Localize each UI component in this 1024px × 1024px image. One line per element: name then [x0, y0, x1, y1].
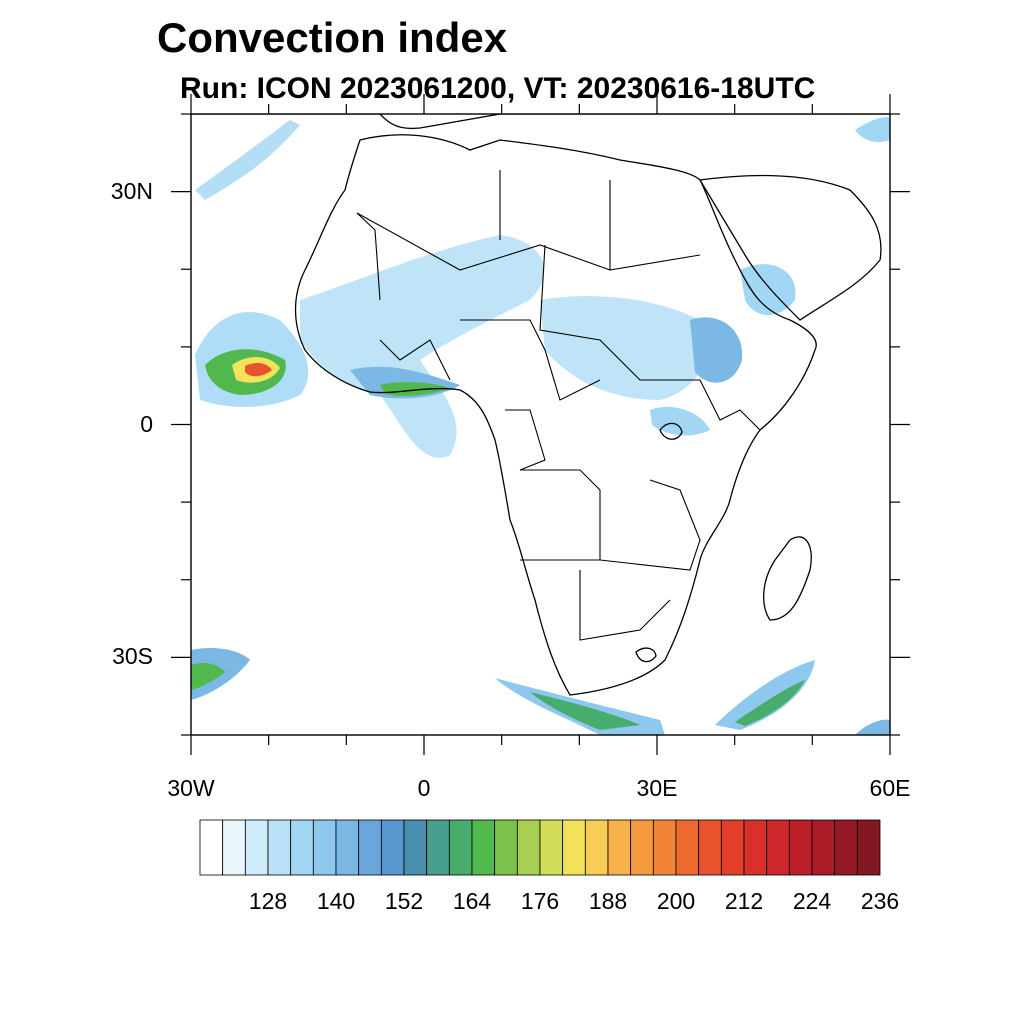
- colorbar-box: [652, 819, 677, 876]
- field-patch-ethiopia: [690, 317, 743, 383]
- colorbar-box: [471, 819, 496, 876]
- colorbar-tick-label: 188: [588, 888, 628, 914]
- border-line: [579, 570, 671, 641]
- border-line: [599, 479, 701, 571]
- colorbar-box: [267, 819, 292, 876]
- colorbar-box: [539, 819, 564, 876]
- field-patch-south-atlantic-core: [191, 662, 225, 690]
- colorbar-box: [743, 819, 768, 876]
- field-patch-indian-ocean-core: [735, 680, 805, 726]
- colorbar-box: [720, 819, 745, 876]
- colorbar-box: [380, 819, 405, 876]
- colorbar-box: [312, 819, 337, 876]
- colorbar-box: [244, 819, 269, 876]
- colorbar-box: [698, 819, 722, 876]
- colorbar-tick-label: 212: [724, 888, 764, 914]
- colorbar-box: [199, 819, 224, 876]
- lat-ticks: [171, 113, 910, 736]
- colorbar-tick-label: 152: [384, 888, 424, 914]
- border-line: [379, 339, 451, 381]
- colorbar-box: [675, 819, 700, 876]
- colorbar-box: [630, 819, 654, 876]
- colorbar-box: [358, 819, 382, 876]
- colorbar-box: [448, 819, 473, 876]
- border-line: [609, 180, 701, 271]
- lat-tick-label: 0: [140, 410, 153, 437]
- field-patch-southeast-corner: [855, 719, 890, 735]
- colorbar-tick-label: 140: [316, 888, 356, 914]
- convection-field: [191, 117, 890, 735]
- field-patch-central-africa: [540, 296, 708, 400]
- lon-tick-label: 30E: [636, 775, 678, 801]
- lat-tick-label: 30N: [110, 177, 153, 204]
- border-line: [520, 469, 601, 561]
- field-patch-northeast-corner: [855, 117, 890, 142]
- field-patch-arabia: [740, 264, 796, 315]
- colorbar-box: [335, 819, 360, 876]
- colorbar-box: [494, 819, 518, 876]
- colorbar-box: [766, 819, 790, 876]
- lesotho-outline: [635, 647, 657, 663]
- colorbar-box: [607, 819, 632, 876]
- colorbar-box: [856, 819, 881, 876]
- colorbar-box: [516, 819, 541, 876]
- colorbar-box: [788, 819, 813, 876]
- lon-tick-label: 0: [417, 775, 431, 801]
- field-patch-north-atlantic: [195, 120, 300, 200]
- lat-tick-label: 30S: [112, 643, 153, 670]
- colorbar-box: [222, 819, 246, 876]
- field-patch-indian-ocean-streak: [715, 660, 815, 730]
- colorbar-tick-label: 176: [520, 888, 560, 914]
- border-line: [699, 379, 761, 431]
- field-patch-south-africa-core: [530, 692, 640, 730]
- field-patch-west-africa: [300, 235, 545, 458]
- colorbar-tick-label: 224: [792, 888, 832, 914]
- field-patch-lake-victoria: [650, 406, 710, 436]
- colorbar-box: [834, 819, 858, 876]
- field-patch-atlantic-storm-max: [245, 363, 272, 377]
- colorbar-tick-label: 128: [248, 888, 288, 914]
- colorbar-box: [403, 819, 428, 876]
- plot-frame: [190, 113, 891, 736]
- colorbar-box: [290, 819, 314, 876]
- field-patch-gulf-guinea-core: [380, 382, 450, 396]
- colorbar-box: [562, 819, 586, 876]
- border-line: [539, 244, 700, 381]
- country-borders: [356, 170, 761, 641]
- madagascar-coastline: [763, 536, 812, 621]
- arabia-coastline: [698, 174, 882, 321]
- lon-ticks: [190, 94, 891, 755]
- africa-coastline: [294, 134, 817, 696]
- border-line: [356, 212, 611, 271]
- border-line: [356, 212, 381, 301]
- colorbar-tick-label: 236: [860, 888, 900, 914]
- colorbar-box: [426, 819, 450, 876]
- chart-subtitle: Run: ICON 2023061200, VT: 20230616-18UTC: [180, 72, 816, 105]
- colorbar-box: [584, 819, 609, 876]
- colorbar-tick-label: 200: [656, 888, 696, 914]
- colorbar-box: [811, 819, 836, 876]
- border-line: [460, 319, 601, 401]
- lon-tick-label: 60E: [869, 775, 911, 801]
- lon-tick-label: 30W: [167, 775, 215, 801]
- colorbar-tick-label: 164: [452, 888, 492, 914]
- colorbar: [199, 819, 881, 876]
- border-line: [505, 409, 546, 471]
- coastlines: [191, 114, 890, 696]
- lake-victoria-outline: [659, 422, 683, 440]
- chart-title: Convection index: [157, 14, 508, 61]
